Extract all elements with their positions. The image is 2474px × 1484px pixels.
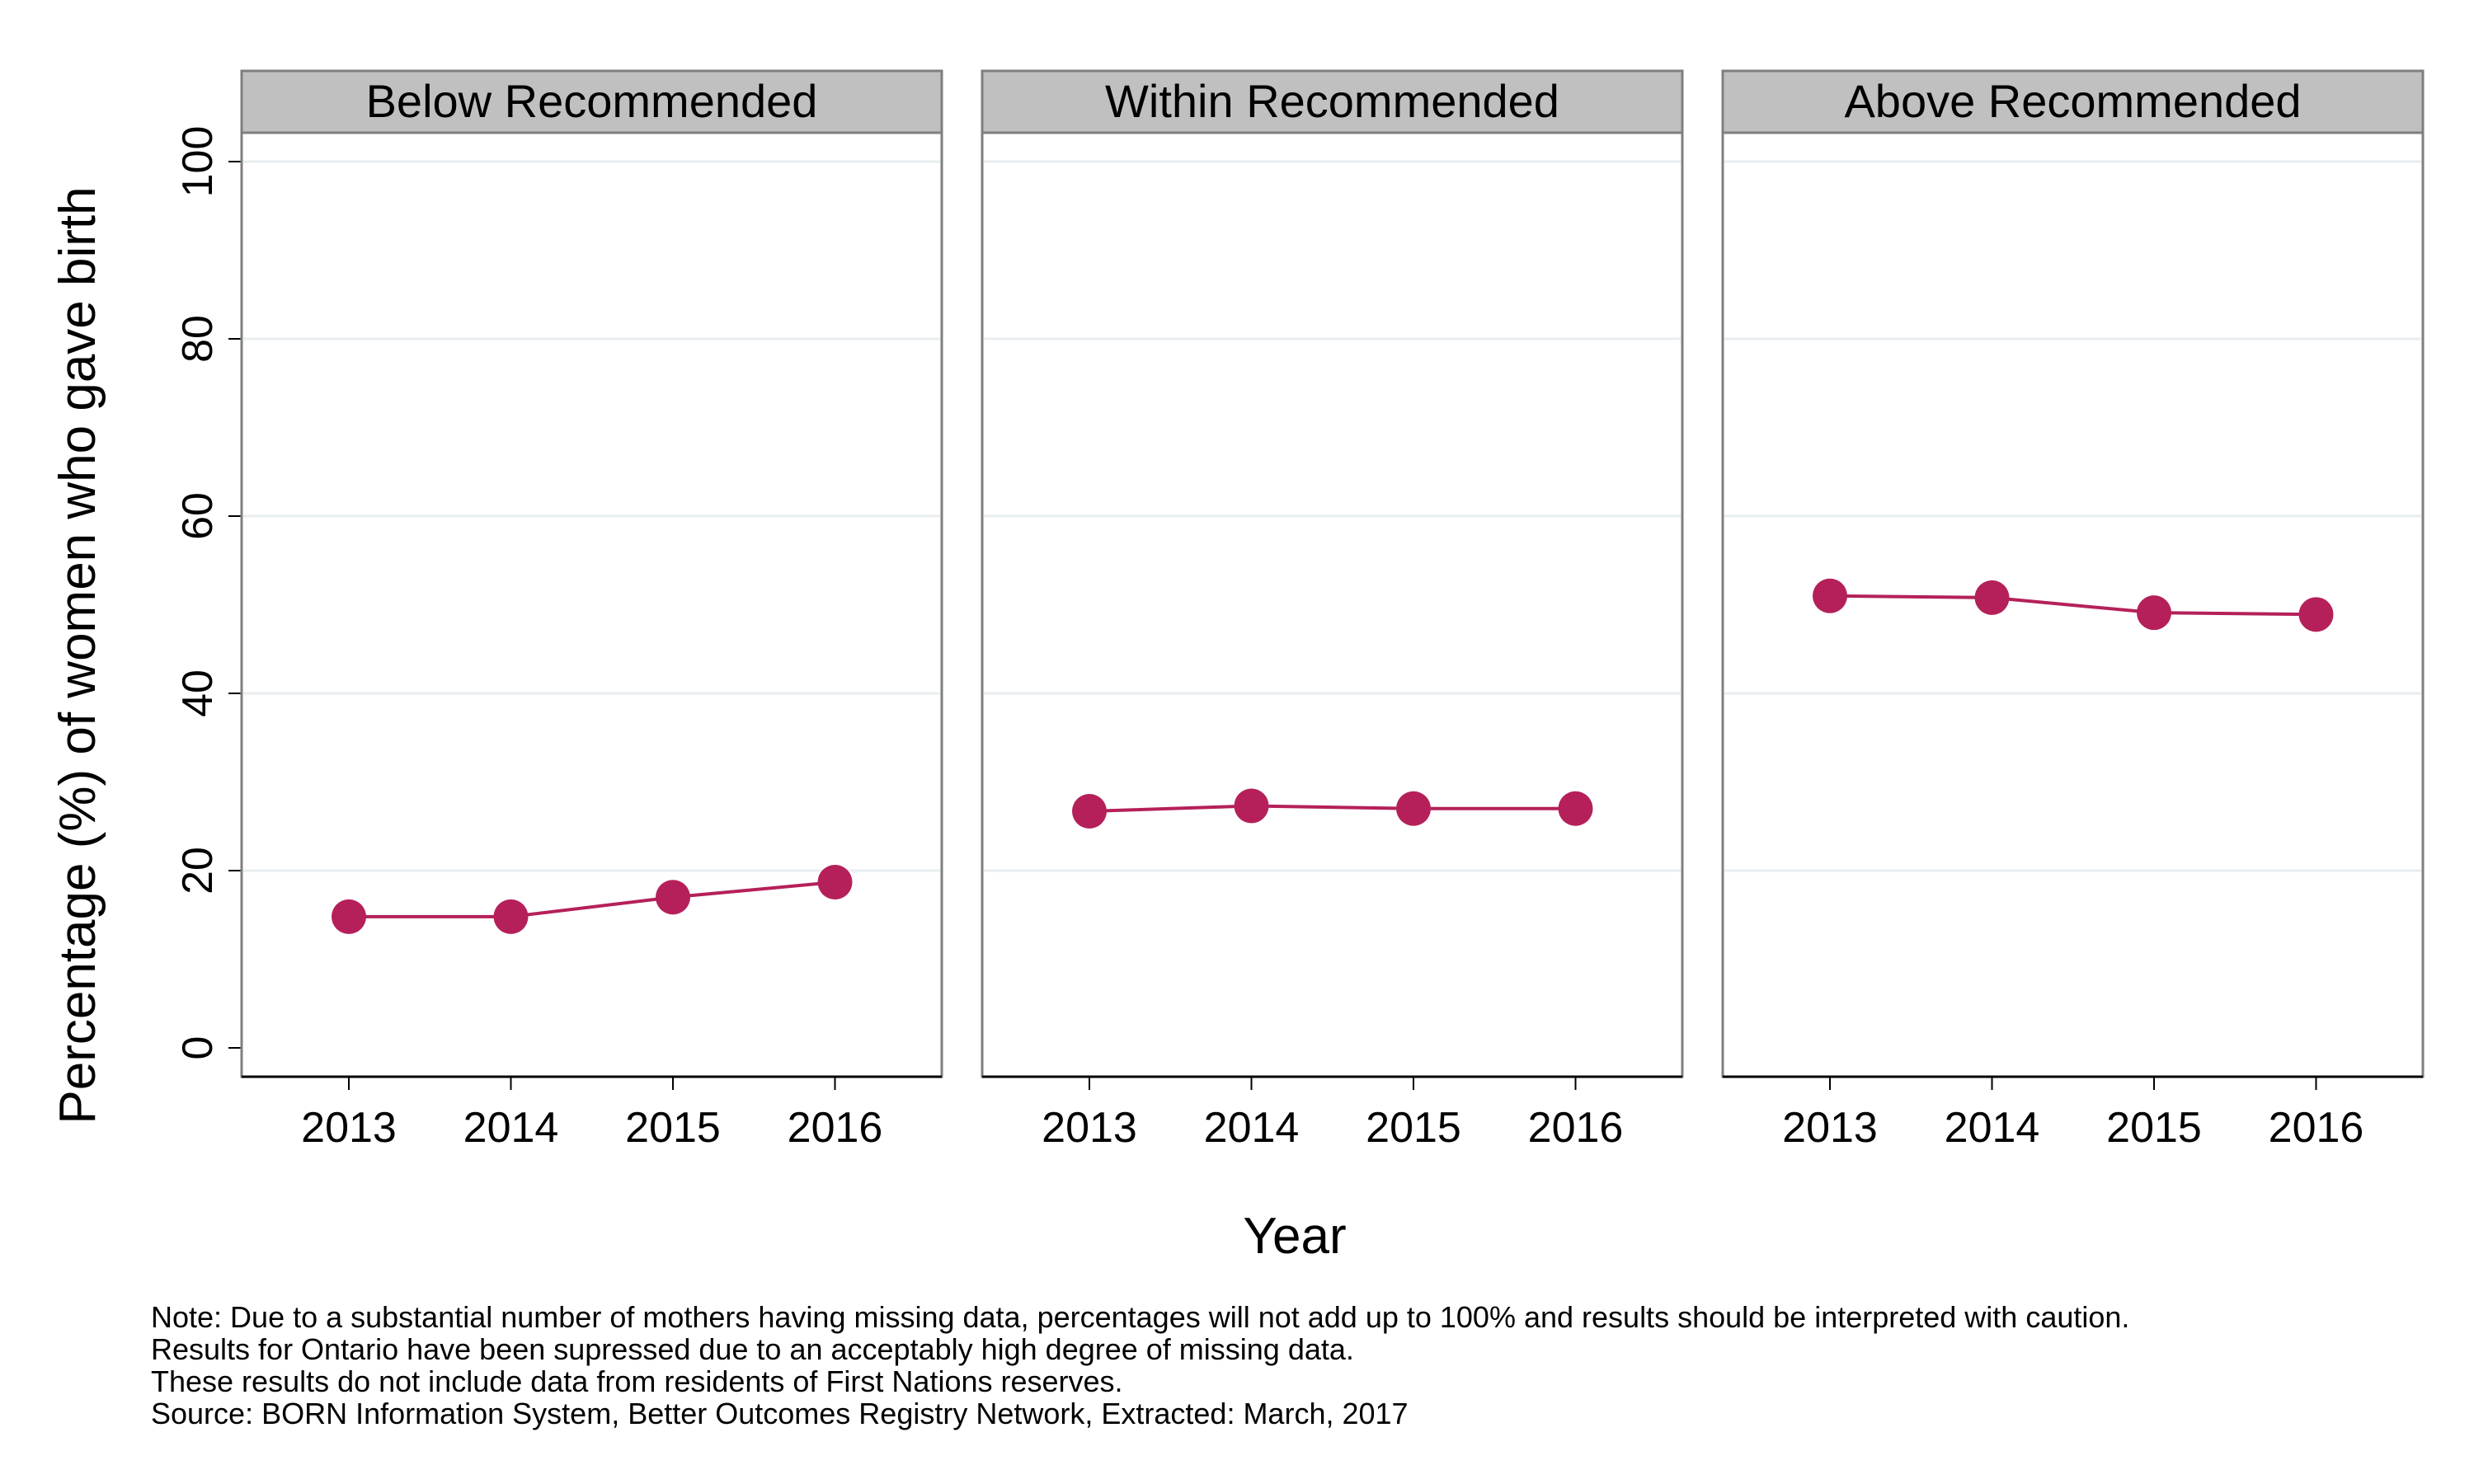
x-tick-label-2013: 2013 [1042,1104,1137,1152]
y-tick-label-80: 80 [174,315,222,363]
data-point-2014 [493,899,529,934]
x-tick-label-2016: 2016 [2269,1104,2364,1152]
data-point-2014 [1974,580,2010,615]
x-tick-label-2014: 2014 [463,1104,559,1152]
chart-panels: 0 20 40 60 80 100 Below Recommended 2013 2014 201… [174,69,2425,1152]
panel-title: Above Recommended [1844,75,2301,127]
data-point-2016 [1558,791,1593,826]
data-point-2015 [656,880,690,915]
note-line-1: Note: Due to a substantial number of mot… [151,1300,2130,1334]
panel-title: Below Recommended [366,75,818,127]
data-point-2016 [2298,597,2334,632]
y-axis-title: Percentage (%) of women who gave birth [49,186,106,1124]
x-tick-label-2013: 2013 [1782,1104,1878,1152]
y-tick-label-0: 0 [174,1036,222,1060]
data-point-2013 [332,899,366,934]
panel-1: Below Recommended 2013 2014 2015 2016 [240,69,943,1152]
data-point-2015 [2137,595,2171,631]
note-line-3: These results do not include data from r… [151,1364,1123,1398]
panel-title: Within Recommended [1105,75,1559,127]
panel-strip [1721,69,2425,134]
y-tick-label-100: 100 [174,126,222,198]
x-tick-label-2016: 2016 [1528,1104,1624,1152]
panel-3: Above Recommended 2013 2014 2015 2016 [1721,69,2425,1152]
x-tick-label-2015: 2015 [625,1104,721,1152]
data-point-2014 [1234,788,1269,824]
chart-notes: Note: Due to a substantial number of mot… [151,1301,2129,1430]
y-tick-label-40: 40 [174,669,222,717]
series-line [1829,594,2316,617]
y-tick-label-20: 20 [174,847,222,895]
y-tick-label-60: 60 [174,492,222,540]
x-axis-title: Year [1243,1208,1346,1265]
data-point-2016 [817,864,853,899]
data-point-2013 [1072,793,1107,829]
x-tick-label-2014: 2014 [1945,1104,2040,1152]
x-tick-label-2013: 2013 [301,1104,397,1152]
x-tick-label-2016: 2016 [788,1104,883,1152]
panel-plot-area [981,131,1684,1078]
note-line-2: Results for Ontario have been supressed … [151,1332,1354,1366]
data-point-2013 [1813,578,1847,613]
panel-2: Within Recommended 2013 2014 2015 2016 [981,69,1684,1152]
panel-strip [981,69,1684,134]
x-tick-label-2015: 2015 [2106,1104,2202,1152]
x-tick-label-2015: 2015 [1366,1104,1461,1152]
data-point-2015 [1396,791,1431,826]
note-line-4: Source: BORN Information System, Better … [151,1397,1409,1430]
x-tick-label-2014: 2014 [1204,1104,1300,1152]
panel-plot-area [240,131,943,1078]
series-line [1089,804,1576,813]
series-line [349,880,835,918]
